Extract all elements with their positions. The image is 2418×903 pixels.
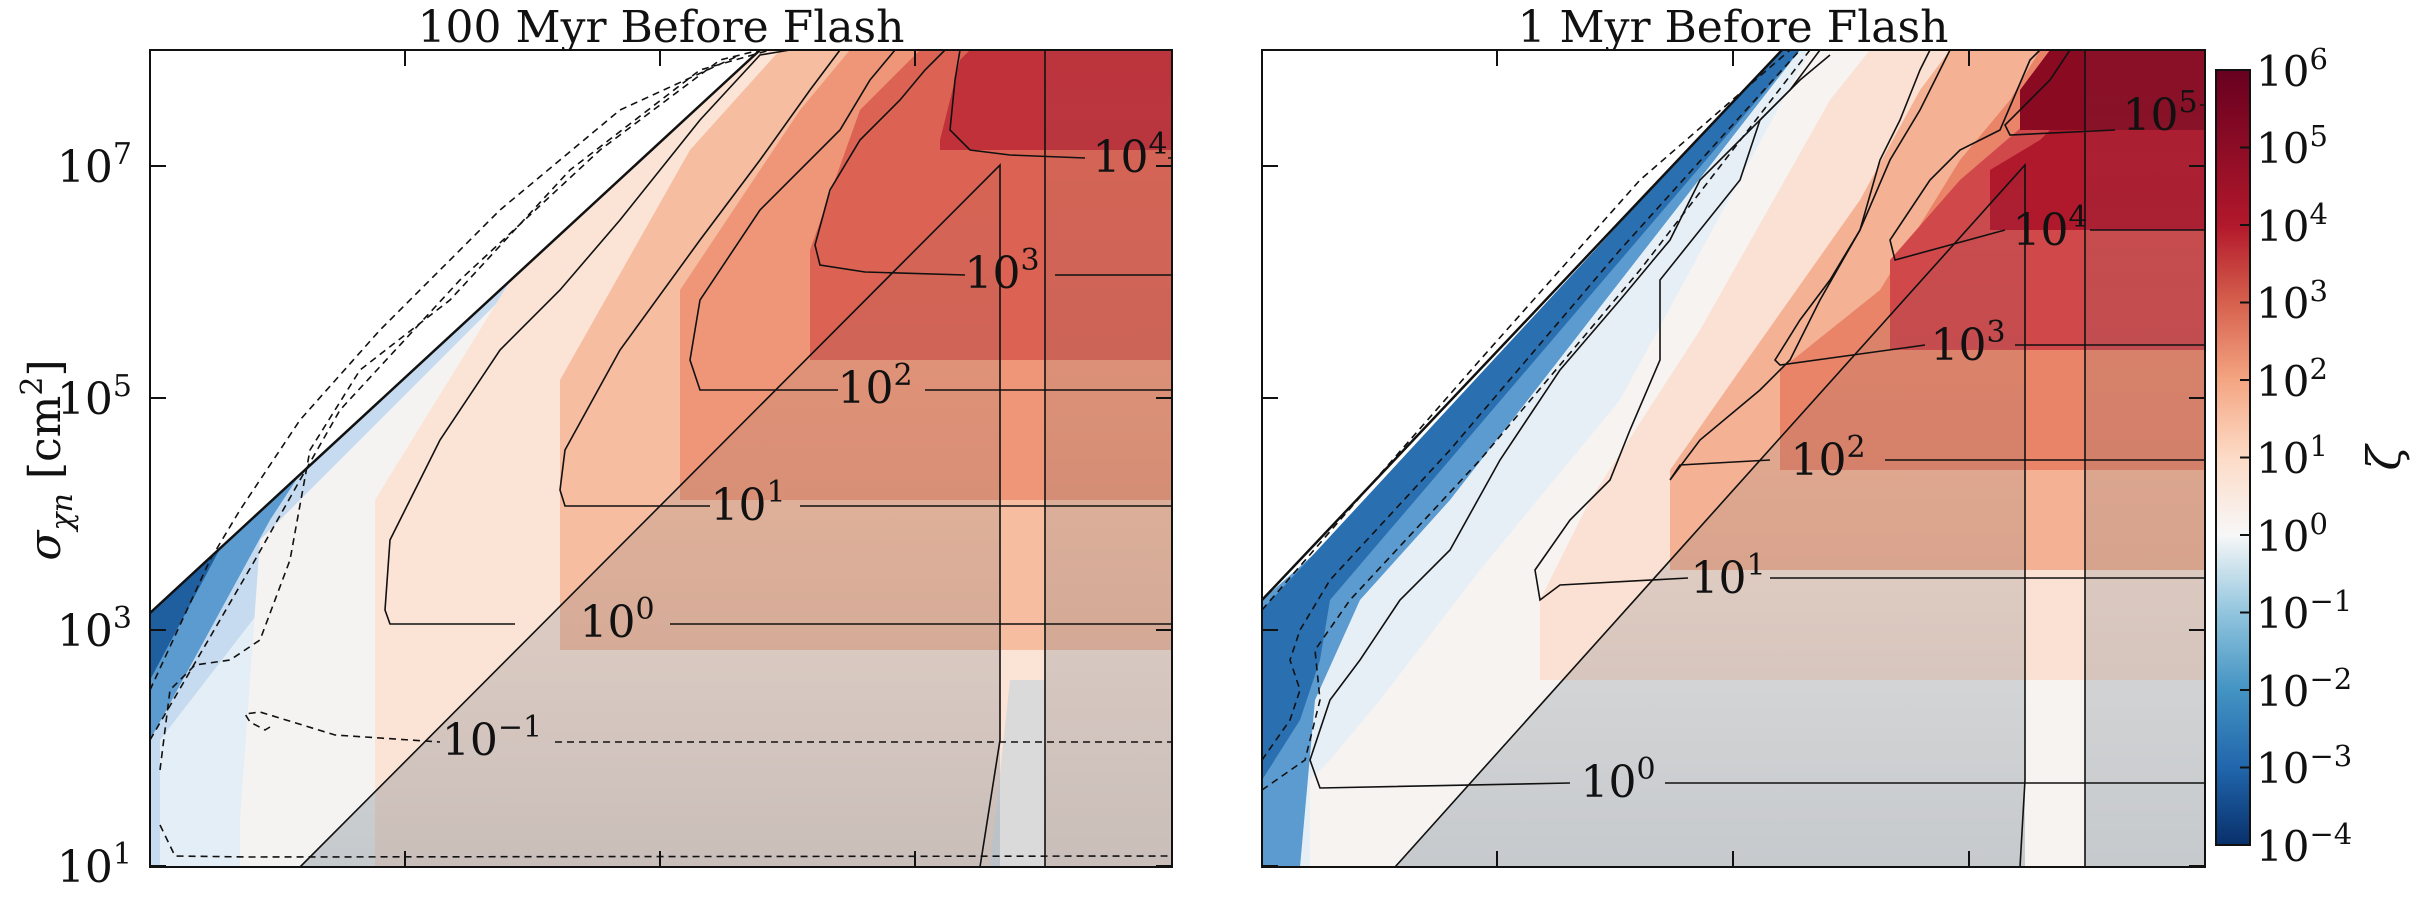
colorbar-label: ζ	[2357, 442, 2411, 470]
right-contour-1	[1534, 54, 2205, 602]
cb-tick-label-6: 106	[2256, 42, 2328, 96]
left-contour-label-minus1: 10−1	[442, 710, 542, 766]
left-contour-label-2: 102	[837, 358, 912, 414]
right-contour-label-0: 100	[1580, 752, 1655, 808]
left-contour-dashed-2	[149, 49, 761, 741]
left-contour-label-0: 100	[579, 592, 654, 648]
right-contour-labels: 105 104 103 102 101 100	[1580, 85, 2197, 808]
y-axis-label: σχn [cm2]	[15, 359, 80, 560]
left-contour-0	[384, 49, 1172, 625]
left-contour-label-4: 104	[1092, 127, 1167, 183]
right-contour-dashed-3	[1261, 49, 1811, 791]
right-contour-label-5: 105	[2122, 85, 2197, 141]
right-contour-2	[1669, 49, 2205, 481]
right-x-ticks	[1496, 50, 1970, 867]
cb-tick-label-1: 101	[2256, 429, 2328, 483]
right-contour-dashed-1	[1261, 49, 1791, 611]
right-panel: 1 Myr Before Flash	[1261, 2, 2206, 868]
left-contour-labels: 104 103 102 101 100 10−1	[442, 127, 1168, 766]
left-boundary-line	[149, 49, 761, 614]
left-shaded-strip	[1045, 50, 1172, 867]
left-contour-1	[559, 49, 1172, 507]
right-contour-dashed-2	[1261, 49, 1801, 761]
right-shaded-boundary	[1394, 162, 2026, 868]
cb-tick-label-3: 103	[2256, 274, 2328, 328]
right-y-ticks	[1262, 165, 2205, 867]
cb-tick-label-0: 100	[2256, 507, 2328, 561]
right-contour-label-3: 103	[1930, 315, 2005, 371]
left-contour-3	[814, 49, 1172, 276]
left-shaded-boundary	[299, 163, 1001, 868]
colorbar-tick-labels: 106 105 104 103 102 101 100 10−1 10−2 10…	[2256, 42, 2352, 871]
left-heatmap	[150, 50, 1172, 867]
left-y-tick-labels: 101 103 105 107	[57, 137, 132, 893]
right-contour-label-1: 101	[1690, 548, 1765, 604]
left-contour-2	[689, 49, 1172, 391]
colorbar-ticks	[2240, 69, 2250, 846]
left-panel-title: 100 Myr Before Flash	[418, 2, 905, 53]
cb-tick-label-minus2: 10−2	[2256, 662, 2352, 716]
left-y-ticks	[150, 165, 1172, 867]
left-panel: 100 Myr Before Flash	[15, 2, 1173, 893]
right-contour-label-2: 102	[1790, 430, 1865, 486]
right-contour-0	[1309, 49, 2205, 789]
cb-tick-label-minus1: 10−1	[2256, 584, 2352, 638]
cb-tick-label-2: 102	[2256, 352, 2328, 406]
y-tick-label-10-1: 101	[57, 837, 132, 893]
left-contour-dashed-3	[159, 49, 771, 771]
right-contours	[1261, 49, 2205, 868]
cb-tick-label-5: 105	[2256, 119, 2328, 173]
right-contour-label-4: 104	[2012, 200, 2087, 256]
y-tick-label-10-7: 107	[57, 137, 132, 193]
left-x-ticks	[404, 50, 916, 867]
cb-tick-label-minus3: 10−3	[2256, 739, 2352, 793]
y-tick-label-10-3: 103	[57, 601, 132, 657]
left-contours	[149, 49, 1173, 868]
cb-tick-label-4: 104	[2256, 197, 2328, 251]
right-shaded-strip	[2085, 50, 2205, 867]
left-contour-label-3: 103	[964, 243, 1039, 299]
right-heatmap	[1262, 50, 2205, 867]
right-boundary-line	[1261, 49, 1783, 601]
left-contour-label-1: 101	[710, 475, 785, 531]
y-tick-label-10-5: 105	[57, 369, 132, 425]
left-light-column	[990, 680, 1045, 867]
right-contour-3	[1773, 49, 2205, 366]
colorbar: 106 105 104 103 102 101 100 10−1 10−2 10…	[2215, 42, 2411, 871]
right-panel-title: 1 Myr Before Flash	[1518, 2, 1949, 53]
cb-tick-label-minus4: 10−4	[2256, 817, 2352, 871]
left-contour-minus1	[159, 711, 1173, 858]
right-contour-4	[1889, 49, 2205, 261]
